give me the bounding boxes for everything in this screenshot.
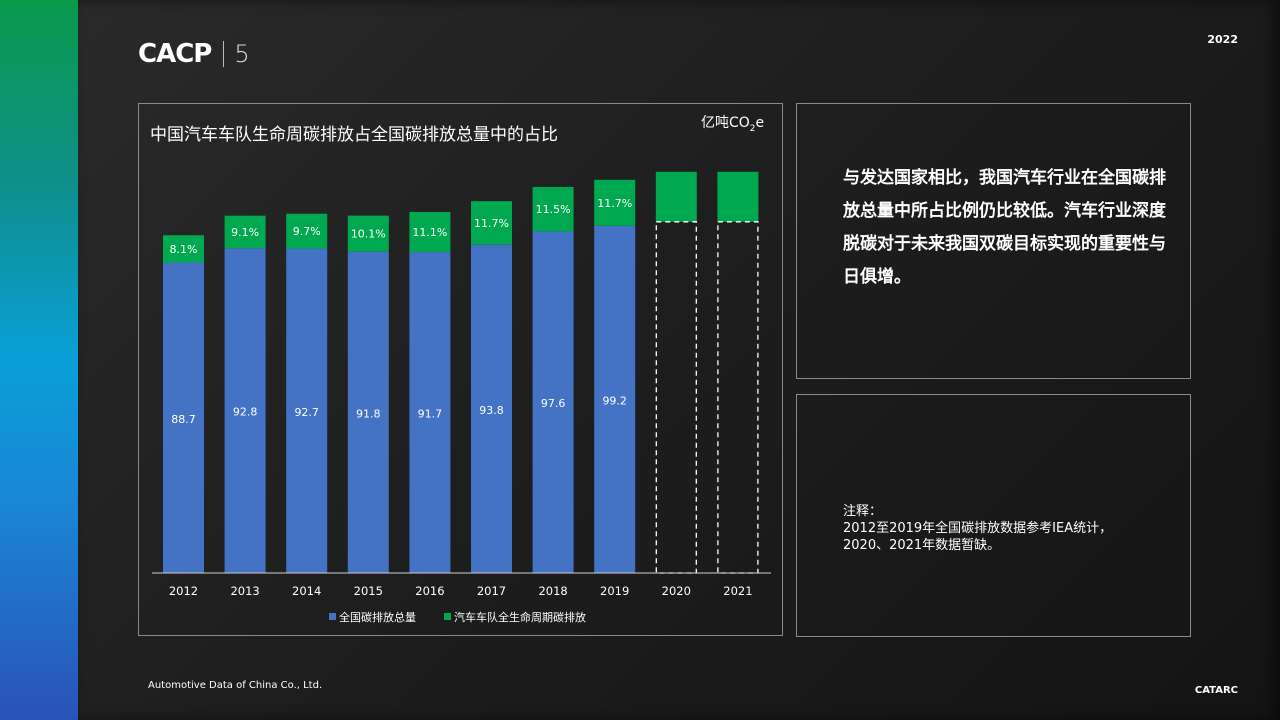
logo-divider xyxy=(223,41,225,67)
bar-percent-label: 11.7% xyxy=(597,197,632,210)
bar-vehicle-emission xyxy=(347,215,389,252)
note-line: 注释： xyxy=(843,504,883,519)
unit-subscript: 2 xyxy=(749,123,756,134)
year-label: 2022 xyxy=(1207,33,1238,46)
legend-swatch-vehicle xyxy=(444,613,451,620)
bar-value-label: 99.2 xyxy=(602,394,627,407)
bar-total-emission xyxy=(347,251,389,573)
note-text: 注释： 2012至2019年全国碳排放数据参考IEA统计， 2020、2021年… xyxy=(843,503,1183,554)
bar-percent-label: 8.1% xyxy=(170,243,198,256)
bar-total-emission-placeholder xyxy=(717,221,759,574)
info-panel xyxy=(796,103,1191,379)
chart-unit: 亿吨CO2e xyxy=(701,112,764,134)
bar-vehicle-emission xyxy=(224,215,266,249)
note-line: 2020、2021年数据暂缺。 xyxy=(843,538,1001,553)
bar-total-emission xyxy=(594,225,636,574)
chart-panel xyxy=(138,103,783,636)
logo: CACP 5 xyxy=(138,38,250,70)
note-line: 2012至2019年全国碳排放数据参考IEA统计， xyxy=(843,521,1113,536)
bar-percent-label: 10.1% xyxy=(351,228,386,241)
slide-background xyxy=(78,0,1280,720)
bar-vehicle-emission xyxy=(409,211,451,253)
x-tick-label: 2012 xyxy=(169,584,198,598)
note-panel xyxy=(796,394,1191,637)
bar-vehicle-emission xyxy=(532,187,574,232)
x-tick-label: 2021 xyxy=(723,584,752,598)
footer-brand: CATARC xyxy=(1194,685,1238,696)
logo-text: CACP xyxy=(138,39,212,69)
x-tick-label: 2017 xyxy=(477,584,506,598)
bar-total-emission xyxy=(409,252,451,574)
info-text: 与发达国家相比，我国汽车行业在全国碳排放总量中所占比例仍比较低。汽车行业深度脱碳… xyxy=(843,168,1166,287)
bar-percent-label: 11.7% xyxy=(474,217,509,230)
bar-value-label: 88.7 xyxy=(171,413,196,426)
x-tick-label: 2018 xyxy=(538,584,567,598)
bar-value-label: 97.6 xyxy=(541,397,566,410)
bar-total-emission xyxy=(163,262,204,573)
bar-total-emission xyxy=(471,244,512,573)
logo-number: 5 xyxy=(234,40,250,68)
bar-total-emission xyxy=(286,248,328,574)
side-gradient-strip xyxy=(0,0,78,720)
bar-vehicle-emission-placeholder xyxy=(655,171,697,222)
bar-value-label: 92.8 xyxy=(233,406,258,419)
bar-value-label: 93.8 xyxy=(479,404,504,417)
bar-percent-label: 9.1% xyxy=(231,226,259,239)
bar-value-label: 91.7 xyxy=(418,408,443,421)
bar-value-label: 92.7 xyxy=(294,406,319,419)
x-tick-label: 2019 xyxy=(600,584,629,598)
bar-vehicle-emission xyxy=(286,213,328,249)
bar-vehicle-emission xyxy=(594,179,636,226)
bar-vehicle-emission xyxy=(163,235,204,263)
bar-percent-label: 11.5% xyxy=(536,203,571,216)
x-tick-label: 2013 xyxy=(230,584,259,598)
footer-company: Automotive Data of China Co., Ltd. xyxy=(148,680,323,691)
bar-value-label: 91.8 xyxy=(356,407,381,420)
x-tick-label: 2016 xyxy=(415,584,444,598)
unit-prefix: 亿吨CO xyxy=(701,115,750,131)
bar-vehicle-emission xyxy=(471,201,512,245)
bar-total-emission xyxy=(532,231,574,573)
legend-swatch-total xyxy=(329,613,336,620)
legend-label-total: 全国碳排放总量 xyxy=(339,610,416,624)
x-tick-label: 2014 xyxy=(292,584,321,598)
unit-suffix: e xyxy=(755,115,765,131)
bar-percent-label: 11.1% xyxy=(412,226,447,239)
x-tick-label: 2015 xyxy=(354,584,383,598)
bar-total-emission-placeholder xyxy=(655,221,697,574)
bar-vehicle-emission-placeholder xyxy=(717,171,759,222)
legend-label-vehicle: 汽车车队全生命周期碳排放 xyxy=(454,610,586,624)
bar-percent-label: 9.7% xyxy=(293,225,321,238)
chart-title: 中国汽车车队生命周碳排放占全国碳排放总量中的占比 xyxy=(150,125,558,145)
x-tick-label: 2020 xyxy=(662,584,691,598)
bar-total-emission xyxy=(224,248,266,573)
